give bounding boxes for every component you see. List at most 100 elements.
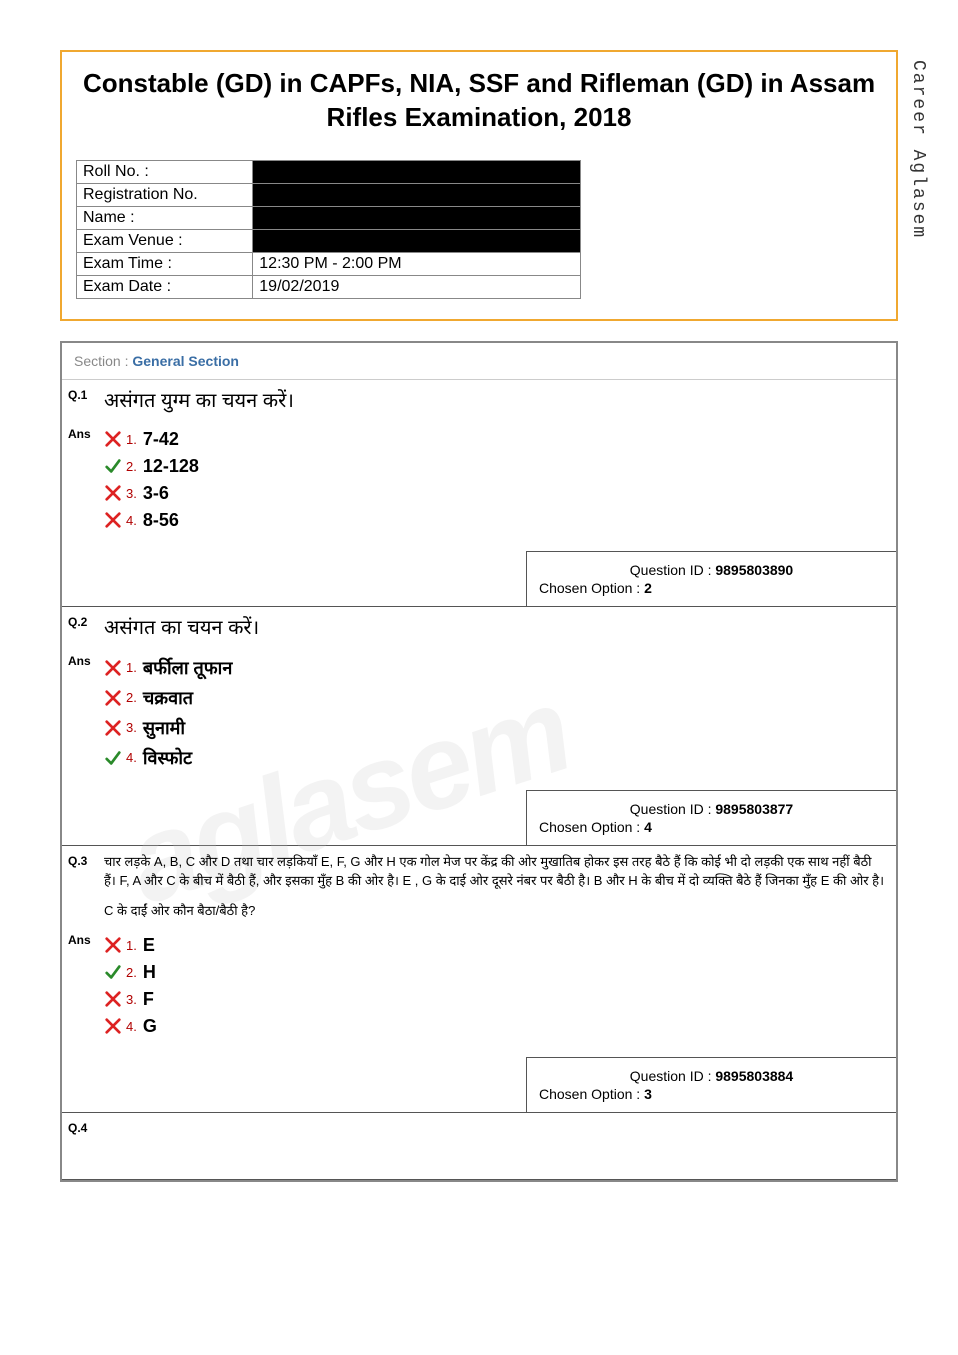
info-value <box>253 183 580 206</box>
option-number: 1. <box>126 938 137 953</box>
chosen-option-label: Chosen Option : <box>539 819 644 835</box>
info-label: Registration No. <box>77 183 253 206</box>
option: 3.3-6 <box>104 483 886 504</box>
answer-options: 1.7-422.12-1283.3-64.8-56 <box>104 423 896 547</box>
cross-icon <box>104 511 122 529</box>
chosen-option-row: Chosen Option : 4 <box>539 819 884 835</box>
question-id-value: 9895803890 <box>715 562 793 578</box>
question-id-label: Question ID : <box>630 562 716 578</box>
option-text: विस्फोट <box>143 746 192 770</box>
option-number: 4. <box>126 750 137 765</box>
tick-icon <box>104 749 122 767</box>
option-text: बर्फीला तूफान <box>143 656 232 680</box>
option-number: 3. <box>126 720 137 735</box>
option-text: 12-128 <box>143 456 199 477</box>
option: 1. बर्फीला तूफान <box>104 656 886 680</box>
question-id-label: Question ID : <box>630 1068 716 1084</box>
question-content: असंगत का चयन करें। <box>104 607 896 650</box>
option-number: 4. <box>126 1019 137 1034</box>
option: 4.G <box>104 1016 886 1037</box>
info-label: Name : <box>77 206 253 229</box>
info-value <box>253 229 580 252</box>
chosen-option-row: Chosen Option : 3 <box>539 1086 884 1102</box>
option-text: E <box>143 935 155 956</box>
question-meta: Question ID : 9895803890 Chosen Option : … <box>526 551 896 606</box>
option-number: 3. <box>126 992 137 1007</box>
info-row: Roll No. : <box>77 160 581 183</box>
option: 1. E <box>104 935 886 956</box>
cross-icon <box>104 1017 122 1035</box>
info-value <box>253 206 580 229</box>
cross-icon <box>104 484 122 502</box>
answer-label: Ans <box>62 929 104 1053</box>
question-subtext: C के दाईं ओर कौन बैठा/बैठी है? <box>104 901 886 919</box>
cross-icon <box>104 719 122 737</box>
option-number: 1. <box>126 660 137 675</box>
option-number: 3. <box>126 486 137 501</box>
answer-label: Ans <box>62 650 104 786</box>
chosen-option-value: 3 <box>644 1086 652 1102</box>
option: 3. F <box>104 989 886 1010</box>
info-row: Name : <box>77 206 581 229</box>
option-text: F <box>143 989 154 1010</box>
question-block: Q.4 <box>62 1113 896 1180</box>
option-text: 8-56 <box>143 510 179 531</box>
option-text: सुनामी <box>143 716 185 740</box>
info-value: 12:30 PM - 2:00 PM <box>253 252 580 275</box>
question-content <box>104 1113 896 1139</box>
answer-options: 1. E 2. H 3. F 4.G <box>104 929 896 1053</box>
question-number: Q.3 <box>62 846 104 929</box>
header-box: Constable (GD) in CAPFs, NIA, SSF and Ri… <box>60 50 898 321</box>
cross-icon <box>104 689 122 707</box>
option-number: 2. <box>126 690 137 705</box>
tick-icon <box>104 457 122 475</box>
question-meta: Question ID : 9895803877 Chosen Option : … <box>526 790 896 845</box>
question-content: असंगत युग्म का चयन करें। <box>104 380 896 423</box>
question-meta: Question ID : 9895803884 Chosen Option : … <box>526 1057 896 1112</box>
cross-icon <box>104 936 122 954</box>
section-name: General Section <box>132 353 239 369</box>
main-panel: Section : General Section Q.1असंगत युग्म… <box>60 341 898 1182</box>
option: 2. H <box>104 962 886 983</box>
option-text: H <box>143 962 156 983</box>
info-value: 19/02/2019 <box>253 275 580 298</box>
option: 2.12-128 <box>104 456 886 477</box>
exam-title: Constable (GD) in CAPFs, NIA, SSF and Ri… <box>72 67 886 135</box>
chosen-option-value: 2 <box>644 580 652 596</box>
info-label: Exam Venue : <box>77 229 253 252</box>
question-block: Q.1असंगत युग्म का चयन करें।Ans1.7-422.12… <box>62 380 896 607</box>
question-id-label: Question ID : <box>630 801 716 817</box>
chosen-option-row: Chosen Option : 2 <box>539 580 884 596</box>
option-number: 4. <box>126 513 137 528</box>
tick-icon <box>104 963 122 981</box>
chosen-option-value: 4 <box>644 819 652 835</box>
section-prefix: Section : <box>74 353 132 369</box>
option: 2. चक्रवात <box>104 686 886 710</box>
info-label: Exam Date : <box>77 275 253 298</box>
option: 3. सुनामी <box>104 716 886 740</box>
question-number: Q.1 <box>62 380 104 423</box>
question-content: चार लड़के A, B, C और D तथा चार लड़कियाँ … <box>104 846 896 929</box>
question-id-row: Question ID : 9895803890 <box>539 562 884 578</box>
option-number: 2. <box>126 965 137 980</box>
info-row: Exam Time :12:30 PM - 2:00 PM <box>77 252 581 275</box>
side-watermark: Career Aglasem <box>908 60 928 239</box>
info-row: Exam Venue : <box>77 229 581 252</box>
question-number: Q.4 <box>62 1113 104 1139</box>
question-text: असंगत युग्म का चयन करें। <box>104 386 886 413</box>
option-text: चक्रवात <box>143 686 193 710</box>
page: Constable (GD) in CAPFs, NIA, SSF and Ri… <box>0 0 958 1202</box>
candidate-info-table: Roll No. :Registration No.Name :Exam Ven… <box>76 160 581 299</box>
info-row: Registration No. <box>77 183 581 206</box>
question-id-row: Question ID : 9895803884 <box>539 1068 884 1084</box>
option: 4. 8-56 <box>104 510 886 531</box>
question-block: aglasemQ.2असंगत का चयन करें।Ans1.बर्फीला… <box>62 607 896 846</box>
option: 4. विस्फोट <box>104 746 886 770</box>
info-value <box>253 160 580 183</box>
option-text: 7-42 <box>143 429 179 450</box>
question-text: असंगत का चयन करें। <box>104 613 886 640</box>
question-id-value: 9895803877 <box>715 801 793 817</box>
section-header: Section : General Section <box>62 343 896 380</box>
answer-options: 1. बर्फीला तूफान 2. चक्रवात 3. सुनामी 4. विस्फो… <box>104 650 896 786</box>
question-number: Q.2 <box>62 607 104 650</box>
